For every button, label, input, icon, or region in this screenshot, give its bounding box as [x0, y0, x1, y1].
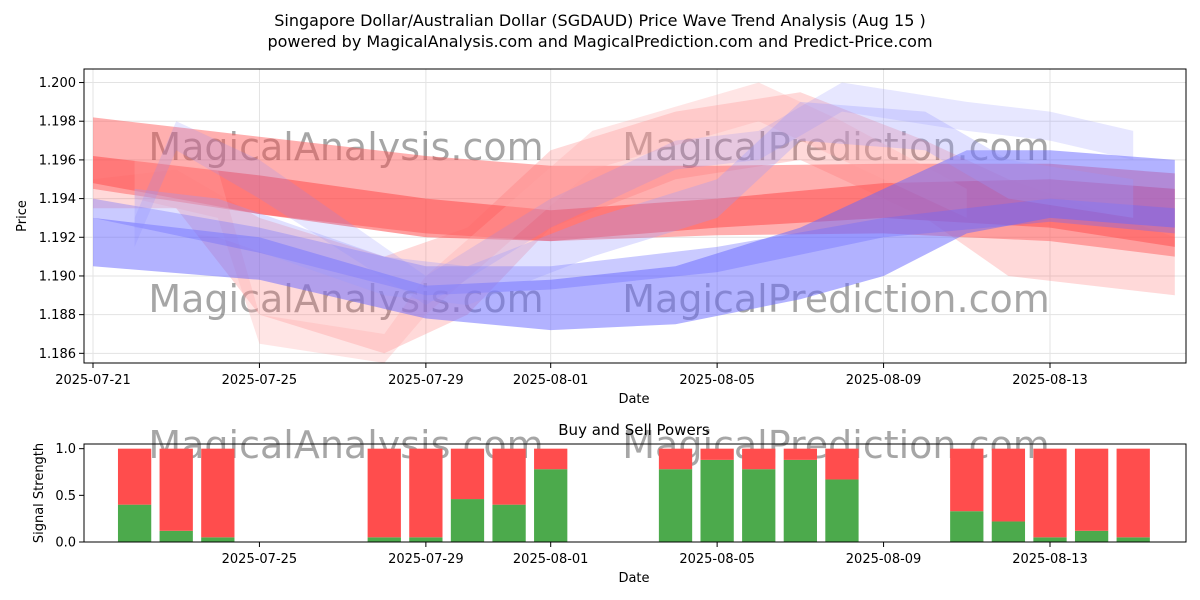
sell-power-bar	[201, 448, 235, 538]
sub-x-ticks: 2025-07-25 2025-07-29 2025-08-01 2025-08-05…	[222, 542, 1088, 567]
sell-power-bar	[1033, 448, 1067, 538]
sub-y-tick-label: 0.0	[55, 536, 76, 551]
sell-power-bar	[534, 448, 568, 470]
sell-power-bar	[742, 448, 776, 470]
price-wave-bands	[93, 82, 1175, 363]
buy-power-bar	[367, 537, 401, 542]
buy-power-bar	[700, 459, 734, 542]
sub-y-axis-label: Signal Strength	[32, 443, 47, 543]
sub-x-axis-label: Date	[618, 571, 649, 586]
wave-band	[134, 82, 1134, 305]
wave-band	[93, 150, 1175, 331]
signal-bars	[117, 448, 1150, 542]
main-y-tick-label: 1.192	[39, 231, 76, 246]
buy-power-bar	[1116, 537, 1150, 542]
main-y-tick-label: 1.190	[39, 269, 76, 284]
buy-power-bar	[658, 469, 693, 542]
main-x-tick-label: 2025-07-21	[55, 373, 131, 388]
main-plot-frame	[83, 68, 1187, 364]
sell-power-bar	[450, 448, 485, 500]
sub-x-tick-label: 2025-08-01	[513, 552, 589, 567]
sub-x-tick-label: 2025-07-29	[388, 552, 464, 567]
sell-power-bar	[367, 448, 401, 538]
sub-chart-title: Buy and Sell Powers	[558, 421, 710, 439]
sub-plot-frame	[83, 443, 1187, 543]
sub-y-tick-label: 0.5	[55, 489, 76, 504]
main-y-tick-label: 1.194	[39, 192, 76, 207]
sub-x-tick-label: 2025-08-09	[846, 552, 922, 567]
buy-power-bar	[1033, 537, 1067, 542]
main-x-tick-label: 2025-08-01	[513, 373, 589, 388]
sub-x-tick-label: 2025-07-25	[222, 552, 298, 567]
sell-power-bar	[783, 448, 817, 460]
sell-power-bar	[117, 448, 152, 505]
buy-power-bar	[159, 530, 193, 542]
main-y-tick-label: 1.198	[39, 115, 76, 130]
buy-power-bar	[950, 511, 984, 542]
chart-title-line2: powered by MagicalAnalysis.com and Magic…	[267, 32, 932, 51]
main-x-tick-label: 2025-08-09	[846, 373, 922, 388]
sell-power-bar	[1074, 448, 1109, 531]
sub-x-tick-label: 2025-08-13	[1012, 552, 1088, 567]
sell-power-bar	[991, 448, 1026, 522]
buy-power-bar	[201, 537, 235, 542]
main-y-axis-label: Price	[15, 200, 30, 232]
buy-power-bar	[742, 469, 776, 542]
main-y-tick-label: 1.188	[39, 308, 76, 323]
buy-power-bar	[825, 479, 859, 542]
main-x-ticks: 2025-07-21 2025-07-25 2025-07-29 2025-08-01…	[55, 363, 1088, 388]
main-y-tick-label: 1.196	[39, 153, 76, 168]
buy-power-bar	[783, 459, 817, 542]
wave-band	[93, 198, 1175, 296]
buy-power-bar	[991, 521, 1026, 542]
sub-y-tick-label: 1.0	[55, 442, 76, 457]
sub-x-tick-label: 2025-08-05	[679, 552, 755, 567]
main-x-axis-label: Date	[618, 392, 649, 407]
wave-band	[93, 156, 1175, 247]
buy-power-bar	[492, 504, 526, 542]
sell-power-bar	[700, 448, 734, 460]
chart-title-line1: Singapore Dollar/Australian Dollar (SGDA…	[274, 11, 925, 30]
buy-power-bar	[534, 469, 568, 542]
main-x-tick-label: 2025-07-25	[222, 373, 298, 388]
sell-power-bar	[492, 448, 526, 505]
main-y-tick-label: 1.200	[39, 76, 76, 91]
sell-power-bar	[825, 448, 859, 480]
sell-power-bar	[658, 448, 693, 470]
main-y-ticks: 1.186 1.188 1.190 1.192 1.194 1.196 1.198 1.200	[39, 76, 84, 362]
watermark-text: MagicalAnalysis.com	[148, 125, 543, 169]
buy-power-bar	[409, 537, 443, 542]
main-y-tick-label: 1.186	[39, 347, 76, 362]
buy-power-bar	[1074, 530, 1109, 542]
sell-power-bar	[409, 448, 443, 538]
buy-power-bar	[450, 499, 485, 542]
main-x-tick-label: 2025-07-29	[388, 373, 464, 388]
main-x-tick-label: 2025-08-13	[1012, 373, 1088, 388]
sub-y-ticks: 0.0 0.5 1.0	[55, 442, 84, 551]
sell-power-bar	[159, 448, 193, 531]
sell-power-bar	[1116, 448, 1150, 538]
main-x-tick-label: 2025-08-05	[679, 373, 755, 388]
buy-power-bar	[117, 504, 152, 542]
sell-power-bar	[950, 448, 984, 512]
